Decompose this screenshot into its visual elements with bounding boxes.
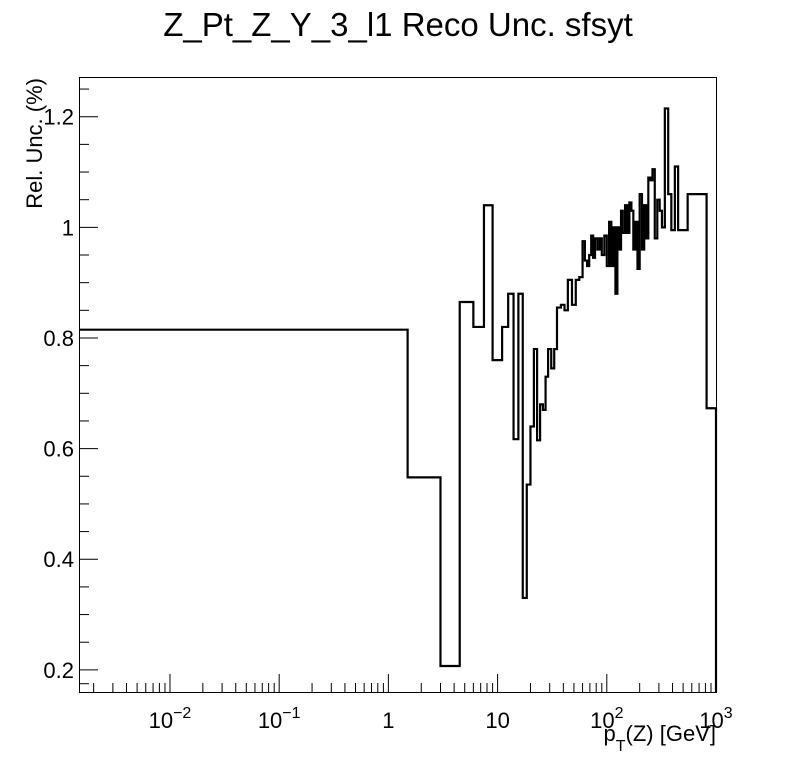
x-tick-label-base: 10: [590, 708, 614, 733]
x-tick-label: 10−1: [258, 705, 301, 733]
x-tick-label: 103: [699, 705, 732, 733]
x-tick-label: 1: [382, 708, 394, 733]
x-tick-label-base: 1: [382, 708, 394, 733]
y-tick-label: 0.2: [43, 658, 74, 683]
x-tick-label: 10: [485, 708, 509, 733]
x-tick-label: 102: [590, 705, 623, 733]
x-axis-label: pT(Z) [GeV]: [604, 721, 716, 755]
chart-title: Z_Pt_Z_Y_3_l1 Reco Unc. sfsyt: [163, 6, 633, 43]
x-tick-label: 10−2: [149, 705, 192, 733]
x-tick-label-exponent: −1: [282, 705, 300, 722]
x-tick-label-exponent: 2: [615, 705, 624, 722]
y-tick-label: 0.8: [43, 326, 74, 351]
x-tick-label-base: 10: [258, 708, 282, 733]
x-tick-label-base: 10: [485, 708, 509, 733]
x-axis-label-rest: (Z) [GeV]: [626, 721, 716, 746]
plot-frame: [79, 77, 717, 693]
x-axis-label-main: p: [604, 721, 616, 746]
histogram-line: [80, 107, 718, 692]
y-axis: 0.2 0.4 0.6 0.8 1 1.2: [43, 88, 98, 685]
y-tick-label: 0.6: [43, 437, 74, 462]
x-tick-label-exponent: 3: [724, 705, 733, 722]
y-tick-label: 0.4: [43, 547, 74, 572]
x-axis-label-subscript: T: [616, 738, 626, 755]
y-axis-label: Rel. Unc. (%): [22, 78, 47, 209]
x-tick-label-exponent: −2: [173, 705, 191, 722]
x-tick-label-base: 10: [149, 708, 173, 733]
x-tick-label-base: 10: [699, 708, 723, 733]
x-axis: 10−2 10−1 1 10 102 103: [93, 674, 733, 733]
y-tick-label: 1: [62, 215, 74, 240]
y-tick-label: 1.2: [43, 105, 74, 130]
